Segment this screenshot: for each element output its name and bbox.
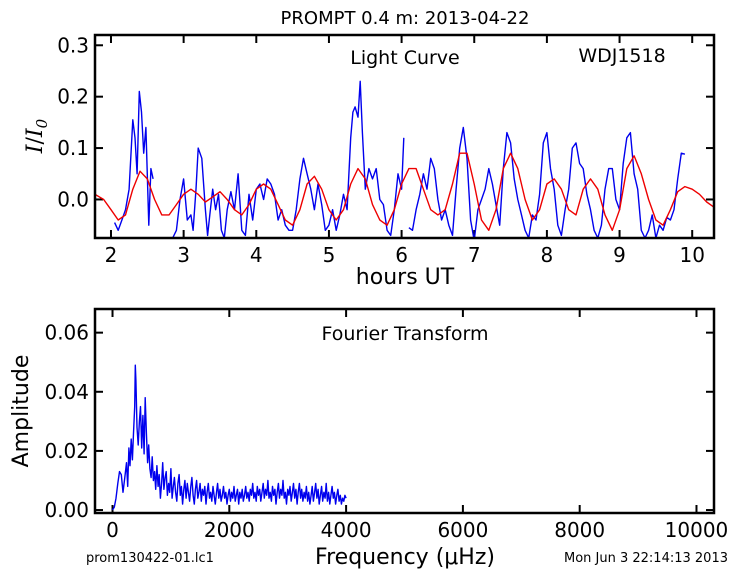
series-line xyxy=(172,80,405,238)
light-curve-ylabel: I/I0 xyxy=(23,118,51,154)
x-tick-label: 6 xyxy=(395,243,408,267)
figure-title: PROMPT 0.4 m: 2013-04-22 xyxy=(281,8,530,29)
series-line xyxy=(111,364,347,511)
x-tick-label: 10 xyxy=(679,243,704,267)
series-line xyxy=(95,152,714,231)
fourier-frame xyxy=(93,307,716,515)
footer-timestamp: Mon Jun 3 22:14:13 2013 xyxy=(564,551,728,566)
light-curve-xlabel: hours UT xyxy=(356,265,455,290)
y-tick-label: 0.0 xyxy=(57,187,89,211)
y-tick-label: 0.00 xyxy=(44,498,89,522)
fourier-ticks: 0 2000 4000 6000 8000 10000 0.00 0.02 0.04 0.06 xyxy=(44,309,728,542)
y-tick-label: 0.04 xyxy=(44,380,89,404)
light-curve-ticks: 2 3 4 5 6 7 8 9 10 0.0 0.1 0.2 0.3 xyxy=(57,33,714,267)
object-label: WDJ1518 xyxy=(578,45,665,67)
x-tick-label: 2 xyxy=(105,243,118,267)
fourier-series xyxy=(111,364,347,511)
x-tick-label: 6000 xyxy=(437,518,488,542)
light-curve-title: Light Curve xyxy=(350,47,460,69)
series-line xyxy=(408,126,686,238)
fourier-title: Fourier Transform xyxy=(321,323,488,345)
x-tick-label: 2000 xyxy=(204,518,255,542)
series-line xyxy=(113,90,154,231)
light-curve-series xyxy=(95,80,714,238)
y-tick-label: 0.3 xyxy=(57,33,89,57)
x-tick-label: 5 xyxy=(323,243,336,267)
x-tick-label: 4000 xyxy=(321,518,372,542)
footer-filename: prom130422-01.lc1 xyxy=(86,551,214,566)
y-tick-label: 0.2 xyxy=(57,85,89,109)
fourier-xlabel: Frequency (μHz) xyxy=(315,545,495,570)
fourier-ylabel: Amplitude xyxy=(9,355,34,468)
y-tick-label: 0.1 xyxy=(57,136,89,160)
x-tick-label: 4 xyxy=(250,243,263,267)
y-tick-label: 0.06 xyxy=(44,321,89,345)
fourier-panel: 0 2000 4000 6000 8000 10000 0.00 0.02 0.04 0.06 F… xyxy=(9,307,728,570)
x-tick-label: 3 xyxy=(177,243,190,267)
x-tick-label: 8 xyxy=(541,243,554,267)
x-tick-label: 7 xyxy=(468,243,481,267)
x-tick-label: 0 xyxy=(106,518,119,542)
y-tick-label: 0.02 xyxy=(44,439,89,463)
x-tick-label: 9 xyxy=(613,243,626,267)
light-curve-panel: 2 3 4 5 6 7 8 9 10 0.0 0.1 0.2 0.3 Light Curve WDJ15… xyxy=(23,33,716,290)
light-curve-frame xyxy=(93,33,716,240)
x-tick-label: 8000 xyxy=(554,518,605,542)
x-tick-label: 10000 xyxy=(665,518,729,542)
